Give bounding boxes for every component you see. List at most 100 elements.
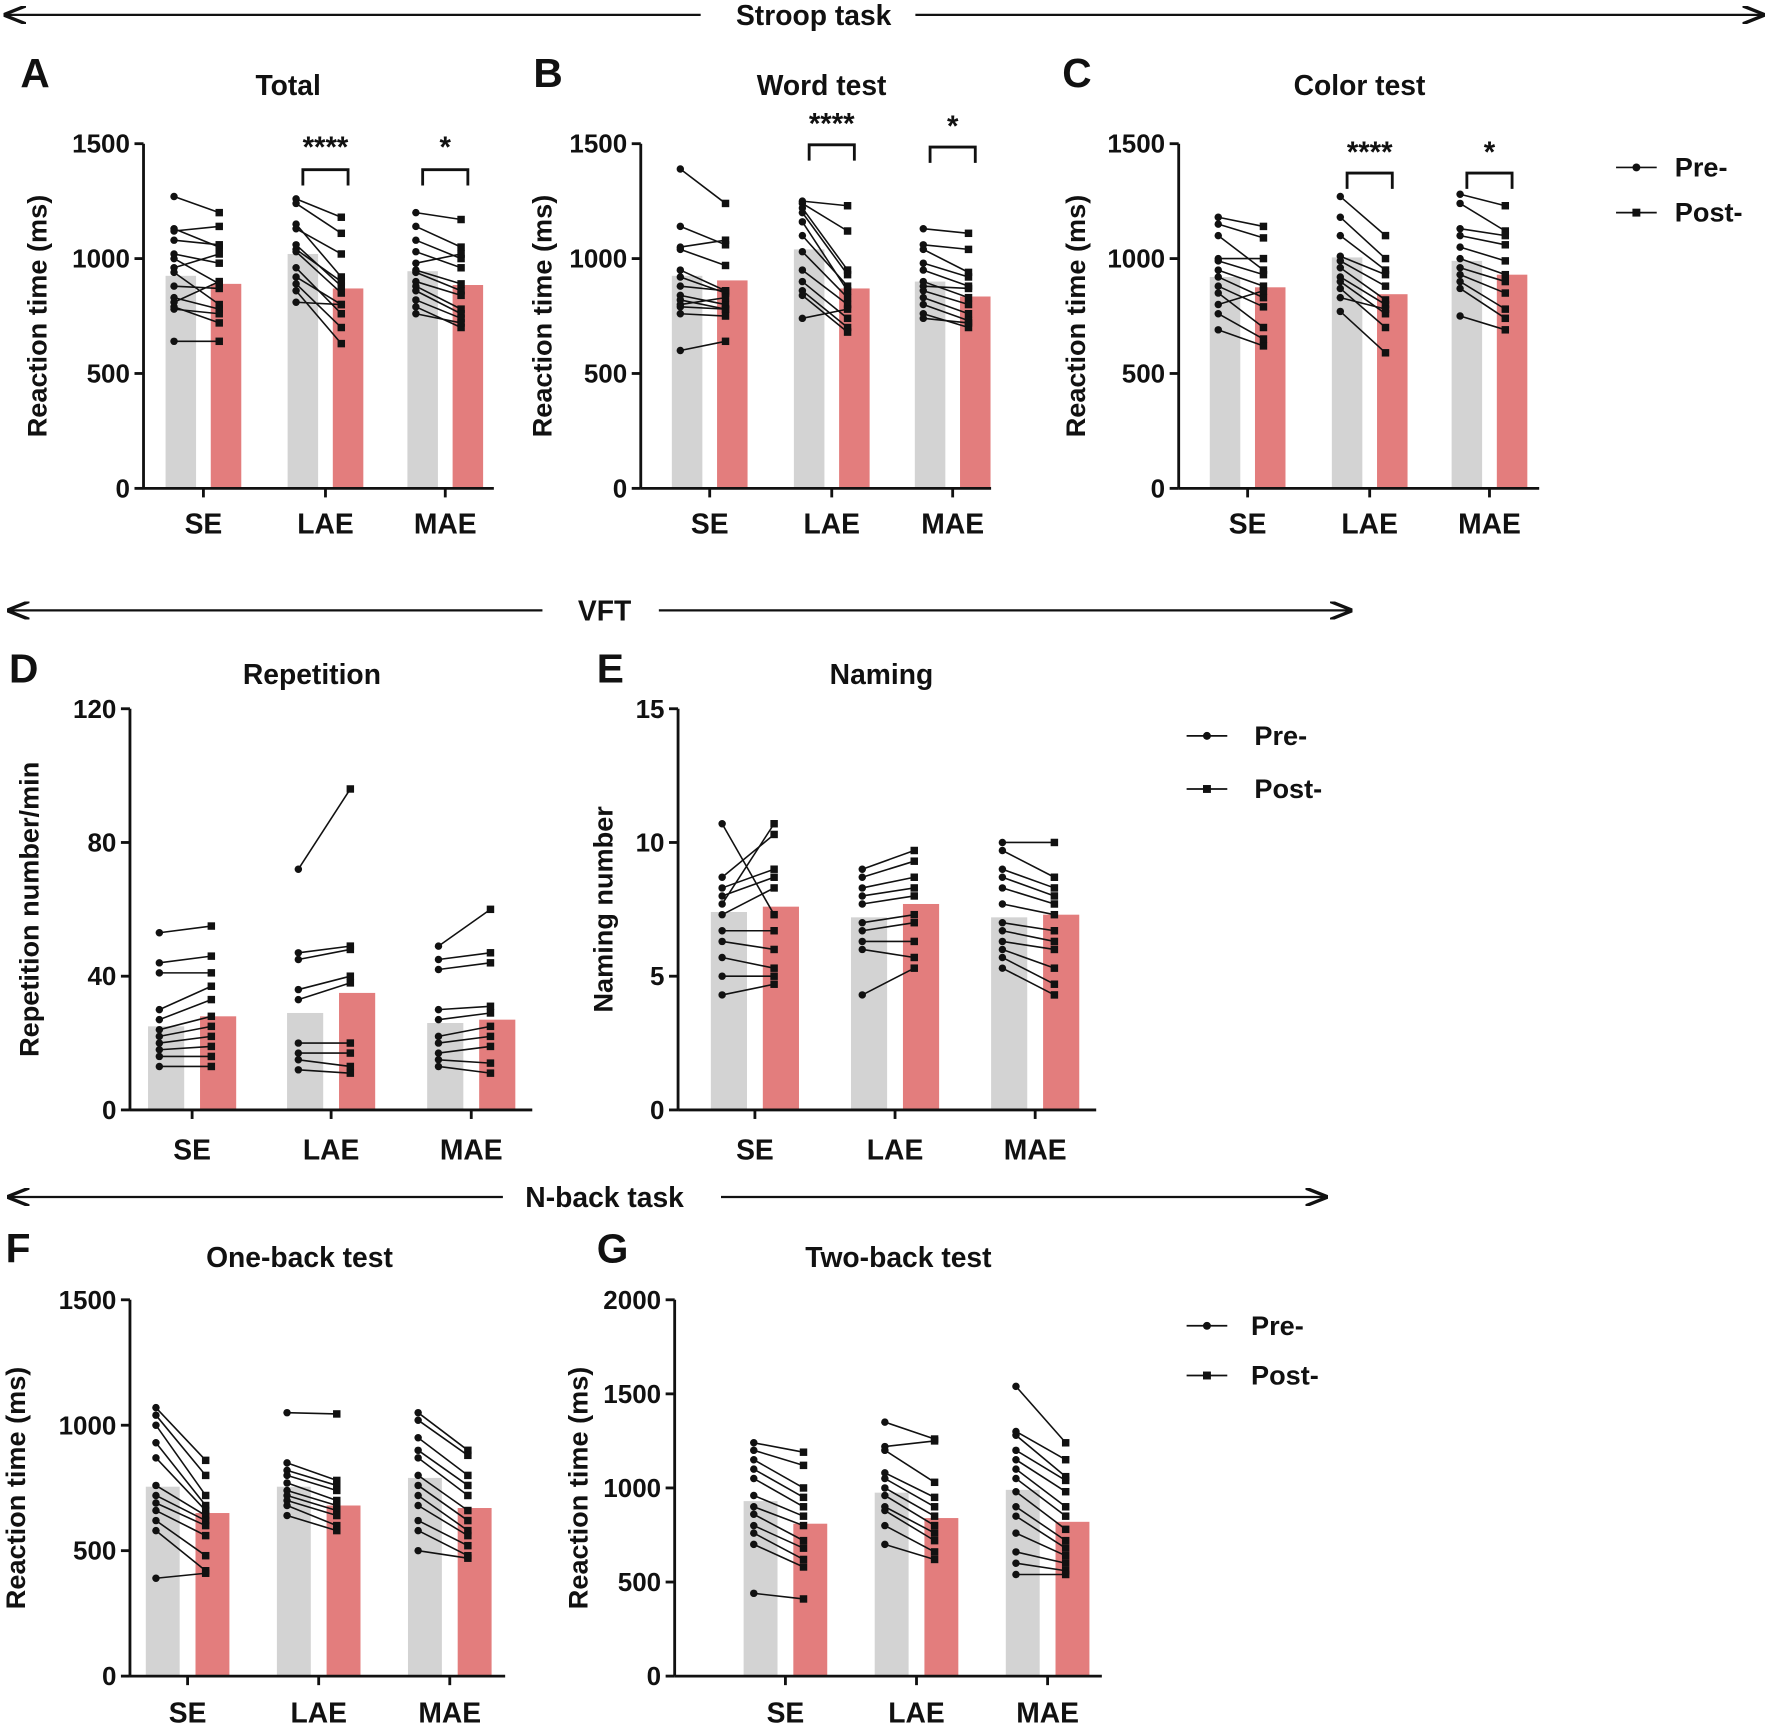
pre-point (919, 224, 928, 233)
post-point (1259, 266, 1268, 274)
post-point (910, 873, 918, 881)
post-point (1050, 884, 1059, 892)
pre-point (881, 1506, 889, 1515)
pre-point (283, 1471, 291, 1480)
significance-stars: **** (1347, 136, 1393, 169)
paired-line (298, 945, 351, 954)
paired-line (1015, 1430, 1067, 1461)
x-tick-label: SE (691, 508, 729, 540)
pre-point (1456, 270, 1464, 279)
paired-line (1015, 1459, 1067, 1493)
pre-point (155, 1062, 164, 1071)
pre-point (718, 972, 726, 980)
post-point (1501, 305, 1510, 313)
post-point (843, 314, 852, 323)
pre-point (292, 273, 300, 281)
significance-bracket (807, 143, 856, 161)
paired-line (297, 788, 351, 870)
pre-point (170, 282, 178, 290)
paired-line (1002, 956, 1055, 985)
paired-line (884, 1524, 935, 1553)
paired-line (1218, 223, 1264, 239)
y-tick-label: 1500 (59, 1285, 117, 1315)
legend-post-marker (1202, 1371, 1211, 1380)
paired-line (417, 1474, 469, 1512)
post-point (1381, 349, 1390, 357)
pre-point (434, 1049, 443, 1057)
pre-point (676, 303, 685, 311)
pre-point (1336, 277, 1345, 286)
post-point (215, 300, 223, 309)
pre-point (676, 266, 685, 274)
bar-pre-lae (874, 1492, 909, 1677)
paired-line (286, 1504, 338, 1527)
pre-point (292, 247, 300, 256)
paired-line (862, 913, 915, 924)
y-tick-label: 500 (584, 359, 627, 389)
post-point (457, 310, 465, 318)
panel-title: Naming (830, 658, 934, 690)
post-point (1061, 1512, 1070, 1520)
post-point (930, 1437, 939, 1445)
pre-point (434, 965, 443, 974)
paired-line (680, 306, 726, 310)
paired-line (862, 921, 915, 932)
pre-point (798, 247, 807, 256)
paired-line (1459, 315, 1506, 331)
pre-point (1214, 273, 1222, 281)
post-point (1050, 873, 1059, 881)
pre-point (1214, 220, 1222, 228)
pre-point (1214, 282, 1222, 290)
paired-line (1339, 260, 1386, 287)
post-point (843, 270, 852, 279)
pre-point (294, 865, 303, 873)
paired-line (923, 244, 969, 251)
paired-line (680, 340, 726, 352)
paired-line (417, 1504, 469, 1537)
legend-pre-marker (1632, 163, 1641, 172)
bar-pre-mae (427, 1023, 464, 1110)
post-point (1061, 1487, 1070, 1496)
post-point (1501, 241, 1510, 249)
pre-point (718, 884, 726, 892)
y-tick-label: 120 (73, 694, 116, 724)
paired-line (923, 296, 969, 315)
post-point (1381, 282, 1390, 290)
paired-line (884, 1543, 935, 1561)
paired-line (680, 225, 726, 246)
paired-line (680, 312, 726, 317)
panel-e: E Naming Naming number SE LAE MAE 0 5 10 15 (588, 646, 1097, 1166)
panel-title: Total (255, 69, 320, 101)
significance-bracket (1345, 171, 1394, 189)
paired-line (801, 290, 849, 329)
pre-point (152, 1574, 160, 1582)
paired-line (753, 1477, 804, 1508)
panel-g: G Two-back test Reaction time (ms) SE LAE MAE… (563, 1225, 1102, 1726)
bar-post-se (793, 1523, 828, 1677)
pre-point (1456, 199, 1464, 208)
post-point (1501, 227, 1510, 235)
pre-point (434, 1056, 443, 1064)
paired-line (1340, 255, 1386, 276)
x-tick-label: MAE (414, 508, 477, 540)
panel-letter: A (20, 50, 49, 96)
paired-line (155, 1457, 207, 1512)
x-tick-label: MAE (1458, 508, 1521, 540)
paired-line (721, 956, 775, 969)
paired-line (417, 1412, 469, 1451)
pre-point (434, 1032, 443, 1041)
post-point (201, 1491, 210, 1500)
post-point (721, 199, 730, 208)
paired-line (1459, 227, 1506, 237)
paired-line (1459, 246, 1506, 262)
paired-line (884, 1509, 936, 1542)
pre-point (1214, 289, 1222, 297)
x-tick-label: MAE (418, 1696, 481, 1726)
legend-post-label: Post- (1251, 1360, 1319, 1391)
post-point (201, 1456, 210, 1465)
pre-point (1336, 307, 1345, 316)
post-point (1259, 234, 1268, 242)
post-point (215, 208, 223, 217)
paired-line (286, 1482, 338, 1502)
post-point (910, 937, 918, 946)
